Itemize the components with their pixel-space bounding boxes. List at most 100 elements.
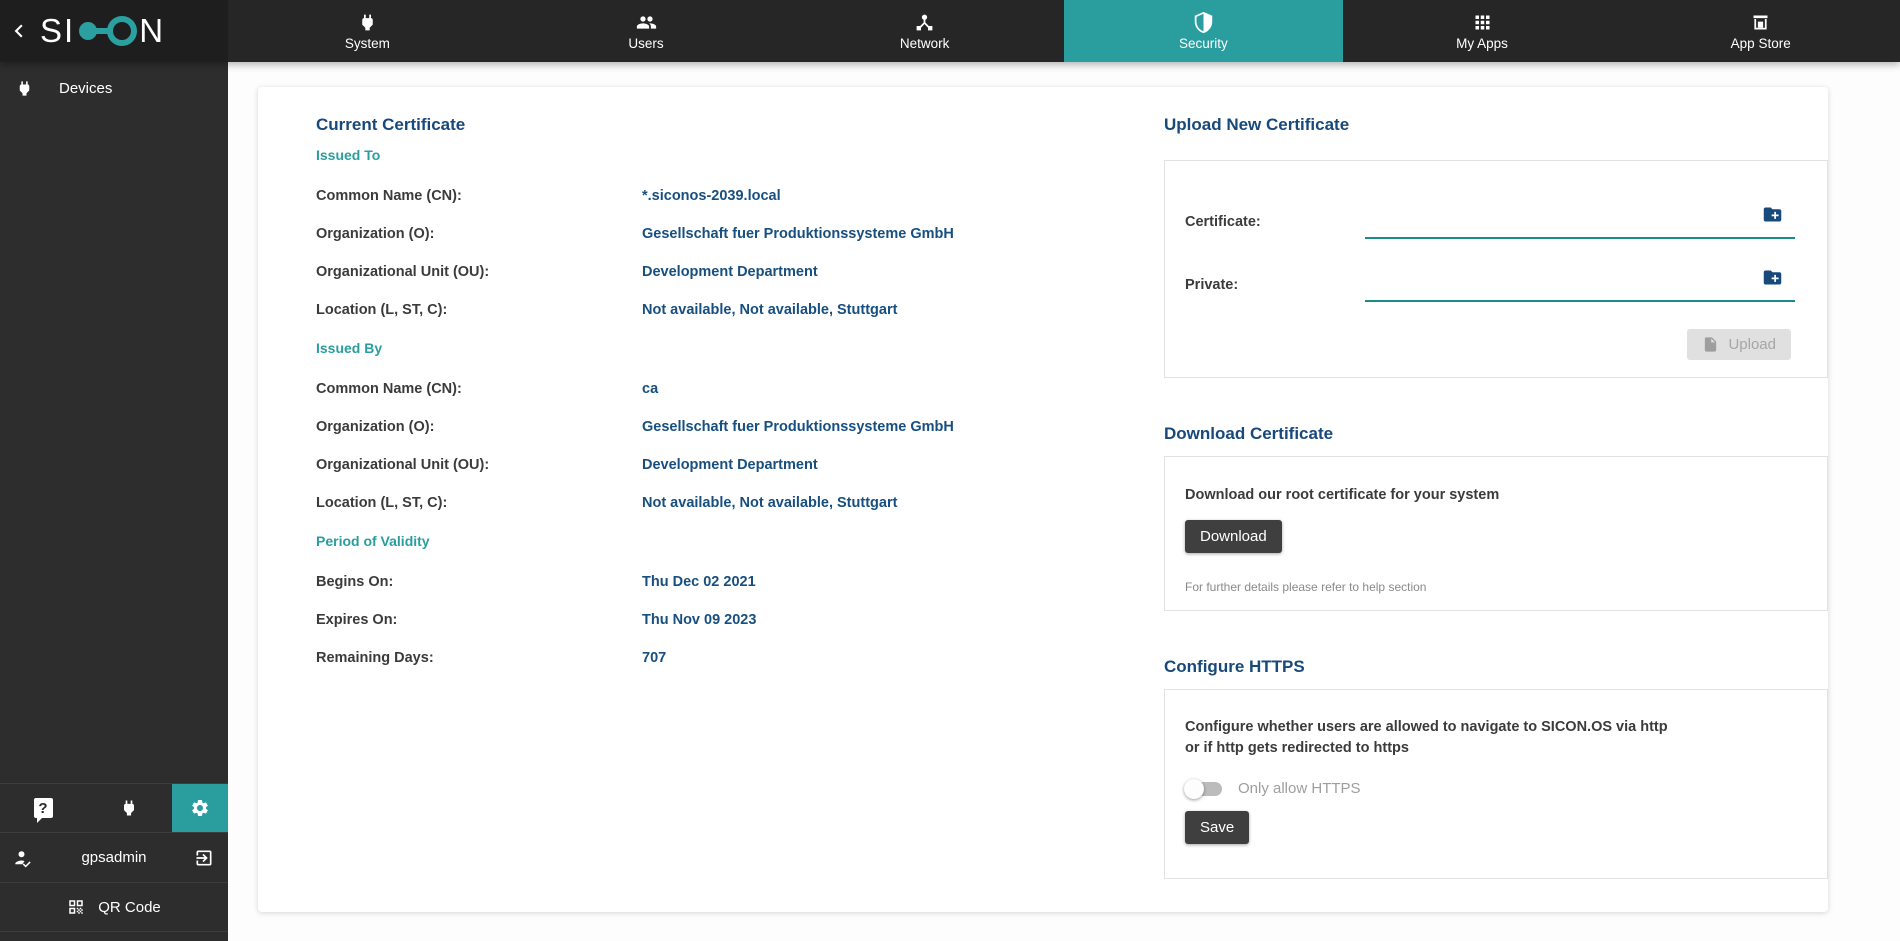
issued-to-heading: Issued To <box>316 147 381 163</box>
https-toggle-row: Only allow HTTPS <box>1184 778 1807 799</box>
tab-users[interactable]: Users <box>507 0 786 62</box>
cert-row: Organization (O): Gesellschaft fuer Prod… <box>316 419 1016 436</box>
certificate-file-input[interactable] <box>1365 203 1795 239</box>
tab-system[interactable]: System <box>228 0 507 62</box>
shield-icon <box>1194 11 1213 33</box>
logo-area: SI N <box>0 0 228 62</box>
upload-button-label: Upload <box>1728 336 1776 353</box>
https-description-line2: or if http gets redirected to https <box>1185 740 1409 756</box>
cert-row: Common Name (CN): ca <box>316 381 1016 398</box>
cert-label: Location (L, ST, C): <box>316 495 448 511</box>
power-plug-icon <box>19 80 30 96</box>
logo-text-left: SI <box>40 12 76 49</box>
upload-button[interactable]: Upload <box>1687 329 1791 360</box>
logout-icon[interactable] <box>194 848 214 868</box>
download-note: For further details please refer to help… <box>1185 580 1427 594</box>
private-key-file-row: Private: <box>1185 266 1795 302</box>
nav-tabs: System Users Network Security My Apps Ap… <box>228 0 1900 62</box>
tab-label: Security <box>1178 35 1228 51</box>
cert-row: Common Name (CN): *.siconos-2039.local <box>316 188 1016 205</box>
period-of-validity-heading: Period of Validity <box>316 533 430 549</box>
cert-row: Remaining Days: 707 <box>316 650 1016 667</box>
help-icon: ? <box>33 798 53 823</box>
tab-my-apps[interactable]: My Apps <box>1343 0 1622 62</box>
issued-by-heading: Issued By <box>316 340 383 356</box>
cert-label: Organizational Unit (OU): <box>316 457 490 473</box>
power-plug-icon <box>362 14 373 30</box>
settings-button-active[interactable] <box>172 784 228 832</box>
tab-network[interactable]: Network <box>785 0 1064 62</box>
tab-label: My Apps <box>1456 35 1508 51</box>
tab-label: Network <box>899 35 950 51</box>
download-certificate-title: Download Certificate <box>1164 424 1334 443</box>
tab-label: App Store <box>1730 35 1791 51</box>
cert-label: Common Name (CN): <box>316 188 462 204</box>
folder-plus-icon <box>1763 207 1782 222</box>
certificate-file-row: Certificate: <box>1185 203 1795 239</box>
cert-value: ca <box>642 381 659 397</box>
cert-label: Remaining Days: <box>316 650 434 666</box>
certificate-filename-field[interactable] <box>1365 203 1731 237</box>
sidebar-utility-row: ? <box>0 783 228 832</box>
download-description: Download our root certificate for your s… <box>1185 487 1500 503</box>
cert-label: Organizational Unit (OU): <box>316 264 490 280</box>
cert-value: Development Department <box>642 457 818 473</box>
upload-certificate-panel: Certificate: Private: <box>1164 160 1828 378</box>
cert-row: Begins On: Thu Dec 02 2021 <box>316 574 1016 591</box>
cert-label: Begins On: <box>316 574 394 590</box>
collapse-sidebar-button[interactable] <box>0 0 40 62</box>
tab-security[interactable]: Security <box>1064 0 1343 62</box>
https-toggle-label: Only allow HTTPS <box>1238 780 1361 797</box>
qr-code-icon <box>69 900 83 914</box>
browse-private-key-button[interactable] <box>1762 267 1783 293</box>
cert-row: Location (L, ST, C): Not available, Not … <box>316 302 1016 319</box>
cert-row: Organization (O): Gesellschaft fuer Prod… <box>316 226 1016 243</box>
cert-value: Gesellschaft fuer Produktionssysteme Gmb… <box>642 226 954 242</box>
download-button[interactable]: Download <box>1185 520 1282 553</box>
cert-label: Location (L, ST, C): <box>316 302 448 318</box>
upload-certificate-title: Upload New Certificate <box>1164 115 1350 134</box>
tab-label: Users <box>628 35 664 51</box>
download-certificate-panel: Download our root certificate for your s… <box>1164 456 1828 611</box>
user-check-icon <box>15 850 31 867</box>
upload-button-row: Upload <box>1185 329 1795 360</box>
cert-row: Expires On: Thu Nov 09 2023 <box>316 612 1016 629</box>
cert-label: Organization (O): <box>316 226 435 242</box>
file-icon <box>1705 337 1717 352</box>
browse-certificate-button[interactable] <box>1762 204 1783 230</box>
certificate-file-label: Certificate: <box>1185 214 1261 230</box>
cert-label: Common Name (CN): <box>316 381 462 397</box>
people-icon <box>636 15 656 29</box>
logo-link-icon <box>79 16 138 46</box>
current-certificate-section: Current Certificate Issued To Common Nam… <box>316 115 1016 688</box>
private-key-filename-field[interactable] <box>1365 266 1731 300</box>
power-plug-icon <box>124 800 134 816</box>
chevron-left-icon <box>14 24 23 38</box>
sidebar-item-label: Devices <box>59 79 113 97</box>
private-key-file-label: Private: <box>1185 277 1239 293</box>
logo-text-right: N <box>139 12 166 49</box>
help-button[interactable]: ? <box>0 784 86 832</box>
cert-value: Gesellschaft fuer Produktionssysteme Gmb… <box>642 419 954 435</box>
sicon-logo: SI N <box>40 12 165 50</box>
security-page-card: Current Certificate Issued To Common Nam… <box>258 87 1828 912</box>
save-button[interactable]: Save <box>1185 811 1250 844</box>
cert-value: 707 <box>642 650 667 666</box>
cert-row: Location (L, ST, C): Not available, Not … <box>316 495 1016 512</box>
cert-label: Organization (O): <box>316 419 435 435</box>
https-description-line1: Configure whether users are allowed to n… <box>1185 719 1668 735</box>
storefront-icon <box>1753 15 1768 29</box>
private-key-file-input[interactable] <box>1365 266 1795 302</box>
devices-shortcut-button[interactable] <box>86 784 172 832</box>
main-content: Current Certificate Issued To Common Nam… <box>228 62 1900 941</box>
tab-app-store[interactable]: App Store <box>1621 0 1900 62</box>
cert-value: *.siconos-2039.local <box>642 188 781 204</box>
only-allow-https-toggle[interactable] <box>1184 778 1222 799</box>
sidebar-item-devices[interactable]: Devices <box>0 62 228 114</box>
cert-label: Expires On: <box>316 612 398 628</box>
tab-label: System <box>344 35 390 51</box>
sidebar: Devices ? gpsadmin QR Code <box>0 62 228 941</box>
qr-code-label: QR Code <box>98 898 161 916</box>
apps-grid-icon <box>1475 15 1490 29</box>
sidebar-item-qr-code[interactable]: QR Code <box>0 882 228 932</box>
